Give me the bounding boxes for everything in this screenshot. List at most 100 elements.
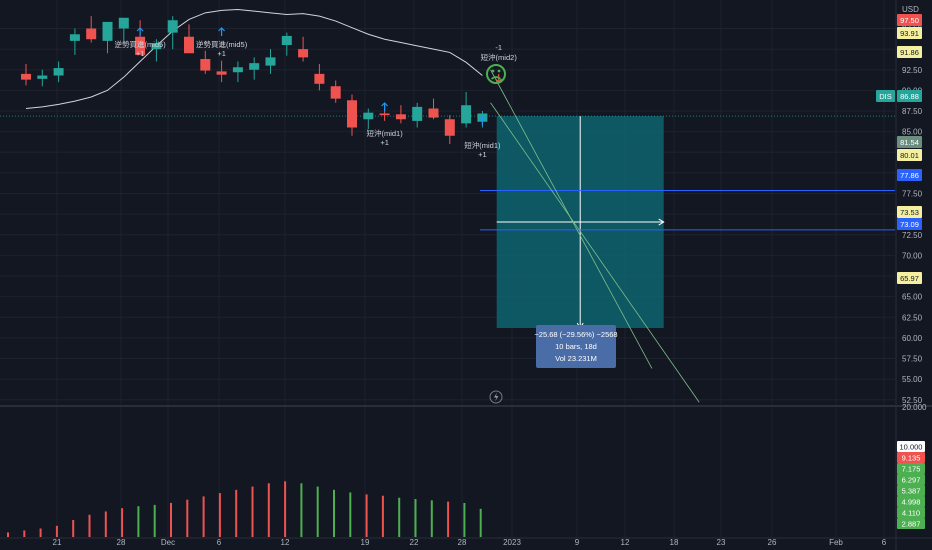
volume-bar <box>316 486 319 537</box>
volume-label-bg <box>897 441 925 452</box>
candle-body <box>200 59 211 71</box>
price-label-bg <box>897 218 922 230</box>
price-tick: 65.00 <box>902 293 923 302</box>
signal-label: 短沖(mid2) <box>481 52 518 62</box>
candle-body <box>86 28 97 40</box>
volume-label: 5.387 <box>902 487 921 496</box>
volume-label-bg <box>897 452 925 463</box>
volume-bar <box>153 504 156 537</box>
candle-body <box>249 63 260 70</box>
volume-axis[interactable]: 20.000 10.000 9.135 7.175 6.297 5.387 4.998 4.1… <box>897 403 927 529</box>
candle-body <box>102 21 113 41</box>
candle-body <box>21 73 31 80</box>
candle-body <box>347 100 357 128</box>
moving-average-line <box>25 9 483 110</box>
price-label: 97.50 <box>900 16 919 25</box>
measure-arrow-right <box>658 218 665 226</box>
bolt-circle <box>489 390 503 404</box>
trend-line <box>490 102 700 403</box>
signal-arrow-head <box>218 27 226 32</box>
time-axis[interactable]: 21 28 Dec 6 12 19 22 28 2023 9 12 18 23 26 Feb 6 <box>53 538 887 547</box>
volume-bar <box>121 508 124 537</box>
time-tick: 23 <box>717 538 726 547</box>
candle-body <box>232 67 243 73</box>
volume-bar <box>218 493 221 537</box>
volume-label-bg <box>897 463 925 474</box>
time-tick: 28 <box>458 538 467 547</box>
volume-bar <box>72 519 75 537</box>
candle-body <box>37 75 48 79</box>
price-tick: 85.00 <box>902 128 923 137</box>
price-tick: 77.50 <box>902 190 923 199</box>
volume-bar <box>447 501 450 537</box>
time-tick: 21 <box>53 538 62 547</box>
candle-body <box>69 34 80 41</box>
price-tick: 87.50 <box>902 107 923 116</box>
measure-info-line3: Vol 23.231M <box>555 354 597 363</box>
price-label-bg <box>876 90 895 102</box>
volume-label: 7.175 <box>902 465 921 474</box>
volume-bar <box>170 502 172 537</box>
candles <box>21 16 488 144</box>
candle-body <box>118 17 129 29</box>
volume-bar <box>23 530 26 537</box>
signal-sub: +1 <box>478 150 487 159</box>
face-eye <box>491 69 495 73</box>
candle-body <box>298 49 309 58</box>
price-tick: 62.50 <box>902 313 923 322</box>
time-tick: 28 <box>117 538 126 547</box>
price-label: 91.86 <box>900 48 919 57</box>
currency-label: USD <box>902 5 919 14</box>
price-label-bg <box>897 169 922 181</box>
price-label-bg <box>897 272 922 284</box>
volume-bar <box>365 494 368 537</box>
volume-bar <box>104 511 107 537</box>
volume-bar <box>235 489 238 537</box>
trend-lines[interactable] <box>490 69 700 403</box>
volume-bar <box>137 506 140 537</box>
price-label: 80.01 <box>900 151 919 160</box>
volume-label-bg <box>897 518 925 529</box>
candle-body <box>379 113 390 116</box>
volume-bar <box>349 492 352 537</box>
volume-label-bg <box>897 474 925 485</box>
signal-arrow-head <box>478 116 486 121</box>
signal-label: 短沖(mid1) <box>464 140 501 150</box>
price-label: 77.86 <box>900 171 919 180</box>
volume-label: 4.110 <box>902 509 920 518</box>
candle-body <box>461 105 472 124</box>
face-eye <box>497 69 501 73</box>
signal-arrow-head <box>136 27 144 32</box>
lightning-icon[interactable] <box>489 390 503 404</box>
volume-bar <box>284 481 287 537</box>
horizontal-lines[interactable] <box>0 115 895 231</box>
volume-bar <box>414 499 417 537</box>
price-label: 93.91 <box>900 29 919 38</box>
bolt-shape <box>494 392 499 402</box>
price-label: 86.88 <box>900 92 919 101</box>
price-label-bg <box>897 46 922 58</box>
candle-body <box>184 36 194 54</box>
candle-body <box>395 114 406 120</box>
time-tick: 22 <box>410 538 419 547</box>
price-tick: 55.00 <box>902 375 923 384</box>
candle-body <box>151 43 162 50</box>
volume-label-bg <box>897 485 925 496</box>
candle-body <box>53 68 64 76</box>
volume-label-bg <box>897 496 925 507</box>
face-mouth <box>490 76 502 80</box>
candle-body <box>281 35 292 45</box>
candle-body <box>135 36 146 55</box>
price-axis[interactable]: USD52.5055.0057.5060.0062.5065.0067.5070… <box>876 5 923 405</box>
volume-label: 10.000 <box>900 443 923 452</box>
volume-bar <box>202 496 205 537</box>
time-tick: 26 <box>768 538 777 547</box>
signal-sub: +1 <box>217 49 226 58</box>
candle-body <box>330 86 341 99</box>
measure-info-line1: −25.68 (−29.56%) −2568 <box>534 330 617 339</box>
signal-label: 逆勢買進(mid5) <box>196 39 248 49</box>
price-label: DIS <box>879 92 892 101</box>
